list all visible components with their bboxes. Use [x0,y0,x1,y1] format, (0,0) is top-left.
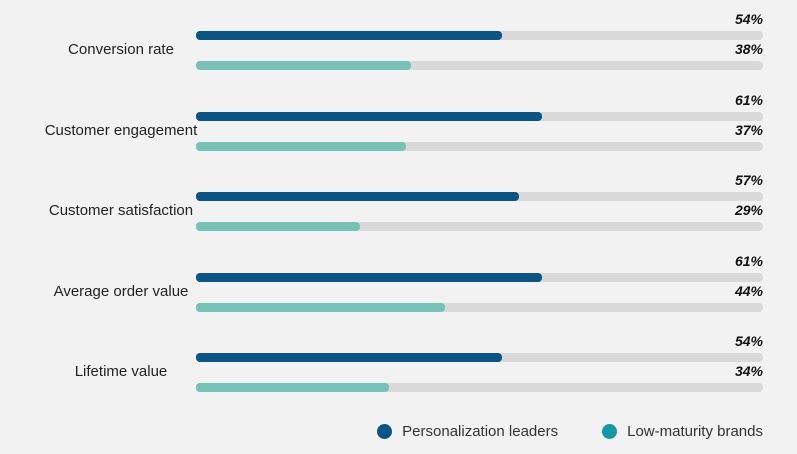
data-label: 57% [734,172,763,188]
bar-track [196,222,763,231]
bar-low-maturity [196,302,446,312]
bar-low-maturity [196,61,412,70]
legend-item-low-maturity: Low-maturity brands [602,423,763,440]
bar-leaders [196,192,520,201]
legend-label-low-maturity: Low-maturity brands [627,423,763,440]
legend-marker-low-maturity [602,424,618,439]
category-label: Customer engagement [44,121,198,139]
legend-label-leaders: Personalization leaders [402,423,559,440]
bar-track [196,141,763,151]
bar-low-maturity [196,141,406,151]
data-label: 54% [734,333,763,349]
data-label: 61% [734,252,763,269]
legend-marker-leaders [377,424,393,439]
data-label: 29% [734,202,763,218]
category-label: Average order value [53,282,189,300]
bar-track [196,61,763,70]
bar-low-maturity [196,383,389,392]
bar-leaders [196,272,542,282]
bar-leaders [196,353,503,362]
category-label: Conversion rate [68,41,174,58]
data-label: 44% [734,282,763,299]
category-label: Customer satisfaction [48,202,194,219]
bar-low-maturity [196,222,361,231]
data-label: 54% [734,11,763,27]
bar-leaders [196,31,503,40]
data-label: 61% [734,91,763,108]
legend-item-leaders: Personalization leaders [377,423,558,440]
bar-track [196,302,763,312]
bar-track [196,383,763,392]
legend: Personalization leaders Low-maturity bra… [377,423,763,440]
category-label: Lifetime value [74,363,168,380]
data-label: 37% [734,121,763,138]
data-label: 38% [734,41,763,57]
data-label: 34% [734,363,763,379]
bar-leaders [196,111,542,121]
